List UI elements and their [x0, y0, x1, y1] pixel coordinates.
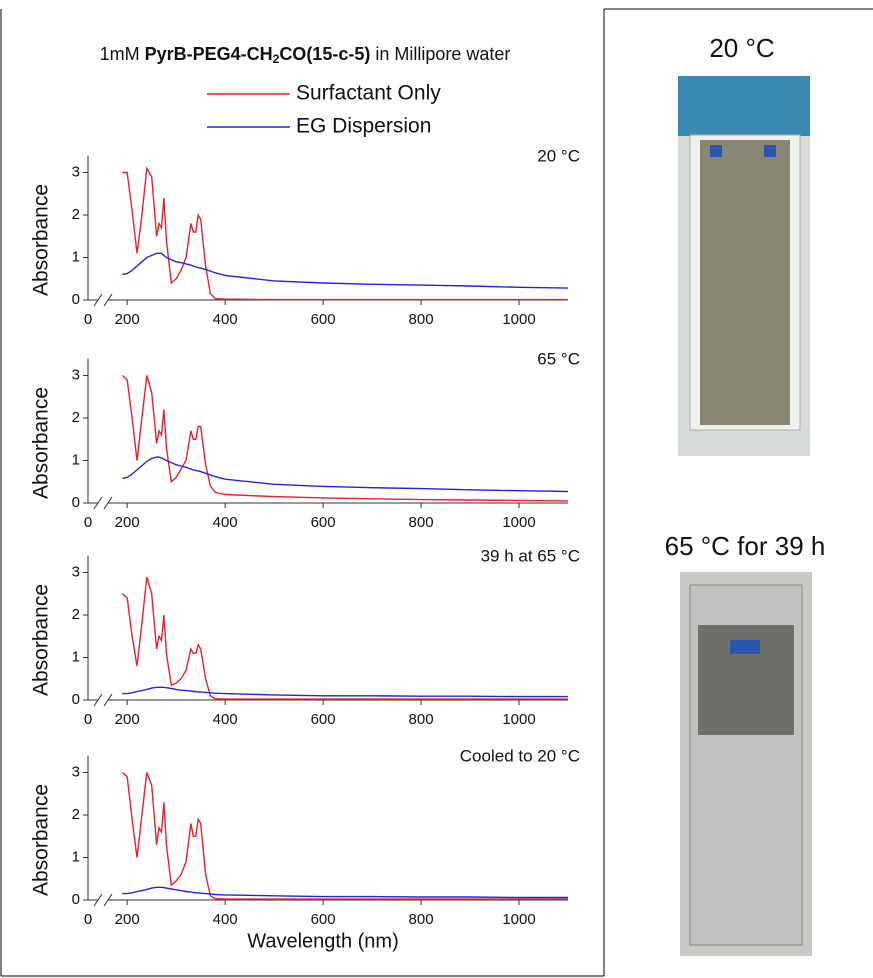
axis-break	[103, 293, 113, 307]
y-tick-label: 2	[72, 206, 80, 223]
axis-break	[93, 693, 103, 707]
line-series	[122, 166, 568, 301]
y-tick-label: 1	[72, 648, 80, 665]
axis-break	[103, 496, 113, 510]
axis-break	[103, 893, 113, 907]
cuvette-cap	[678, 76, 810, 136]
axis-break	[93, 893, 103, 907]
x-axis-label: Wavelength (nm)	[247, 930, 399, 952]
x-tick-label: 600	[311, 711, 336, 728]
photo: 65 °C for 39 h	[665, 531, 826, 956]
x-tick-label: 200	[115, 711, 140, 728]
y-tick-label: 2	[72, 806, 80, 823]
legend-label: Surfactant Only	[296, 82, 441, 105]
y-tick-label: 1	[72, 451, 80, 468]
photo-caption: 65 °C for 39 h	[665, 531, 826, 561]
chart: 0 1 2 3 200 400 600 800 1000 0 Absorbance 65 °C	[30, 349, 580, 530]
chart: 0 1 2 3 200 400 600 800 1000 0 Absorbance 39 h at 6…	[30, 546, 580, 727]
line-series	[121, 771, 568, 900]
x-tick-label: 600	[311, 514, 336, 531]
x-tick-label: 200	[115, 311, 140, 328]
y-tick-label: 2	[72, 606, 80, 623]
axis-break	[93, 293, 103, 307]
title-part: in Millipore water	[370, 44, 510, 64]
y-tick-label: 2	[72, 409, 80, 426]
x-tick-label: 200	[115, 514, 140, 531]
y-tick-label: 3	[72, 763, 80, 780]
x-tick-label: 600	[311, 311, 336, 328]
y-axis-label: Absorbance	[30, 784, 53, 896]
marker	[764, 145, 776, 157]
y-axis-label: Absorbance	[30, 387, 53, 499]
y-tick-label: 0	[72, 291, 80, 308]
line-series	[121, 576, 568, 700]
x-tick-label: 200	[115, 911, 140, 928]
annotation: 20 °C	[537, 146, 580, 165]
y-tick-label: 3	[72, 563, 80, 580]
cuvette-content	[700, 140, 790, 425]
y-axis-label: Absorbance	[30, 184, 53, 296]
annotation: 65 °C	[537, 349, 580, 368]
x-tick-label: 1000	[502, 311, 535, 328]
y-tick-label: 0	[72, 494, 80, 511]
x-tick-label: 1000	[502, 711, 535, 728]
title-part: PyrB-PEG4-CH	[145, 44, 273, 64]
x-tick-label: 0	[84, 311, 92, 328]
x-tick-label: 400	[213, 514, 238, 531]
line-series	[122, 252, 569, 289]
figure-title: 1mM PyrB-PEG4-CH2CO(15-c-5) in Millipore…	[100, 44, 511, 66]
line-series	[122, 456, 569, 493]
axis-break	[103, 693, 113, 707]
x-tick-label: 0	[84, 514, 92, 531]
photo: 20 °C	[678, 33, 810, 456]
line-series	[121, 374, 569, 502]
title-subscript: 2	[273, 52, 280, 66]
x-tick-label: 400	[213, 711, 238, 728]
y-tick-label: 0	[72, 691, 80, 708]
x-tick-label: 400	[213, 311, 238, 328]
title-part: 1mM	[100, 44, 145, 64]
x-tick-label: 800	[409, 911, 434, 928]
axis-break	[93, 496, 103, 510]
y-tick-label: 1	[72, 848, 80, 865]
y-axis-label: Absorbance	[30, 584, 53, 696]
x-tick-label: 800	[409, 514, 434, 531]
x-tick-label: 800	[409, 711, 434, 728]
x-tick-label: 0	[84, 711, 92, 728]
x-tick-label: 400	[213, 911, 238, 928]
x-tick-label: 1000	[502, 911, 535, 928]
y-tick-label: 3	[72, 163, 80, 180]
x-tick-label: 1000	[502, 514, 535, 531]
x-tick-label: 600	[311, 911, 336, 928]
annotation: Cooled to 20 °C	[460, 746, 580, 765]
y-tick-label: 3	[72, 366, 80, 383]
marker	[710, 145, 722, 157]
photo-caption: 20 °C	[709, 33, 774, 63]
line-series	[122, 686, 568, 698]
chart: 0 1 2 3 200 400 600 800 1000 0 Absorbance Wavelengt…	[30, 746, 580, 952]
legend-label: EG Dispersion	[296, 115, 431, 138]
x-tick-label: 0	[84, 911, 92, 928]
chart: 0 1 2 3 200 400 600 800 1000 0 Absorbance 20 °C	[30, 146, 580, 327]
marker	[730, 640, 760, 654]
y-tick-label: 1	[72, 248, 80, 265]
title-part: CO(15-c-5)	[279, 44, 370, 64]
legend: Surfactant Only EG Dispersion	[207, 82, 441, 138]
x-tick-label: 800	[409, 311, 434, 328]
line-series	[122, 886, 568, 899]
annotation: 39 h at 65 °C	[481, 546, 580, 565]
y-tick-label: 0	[72, 891, 80, 908]
